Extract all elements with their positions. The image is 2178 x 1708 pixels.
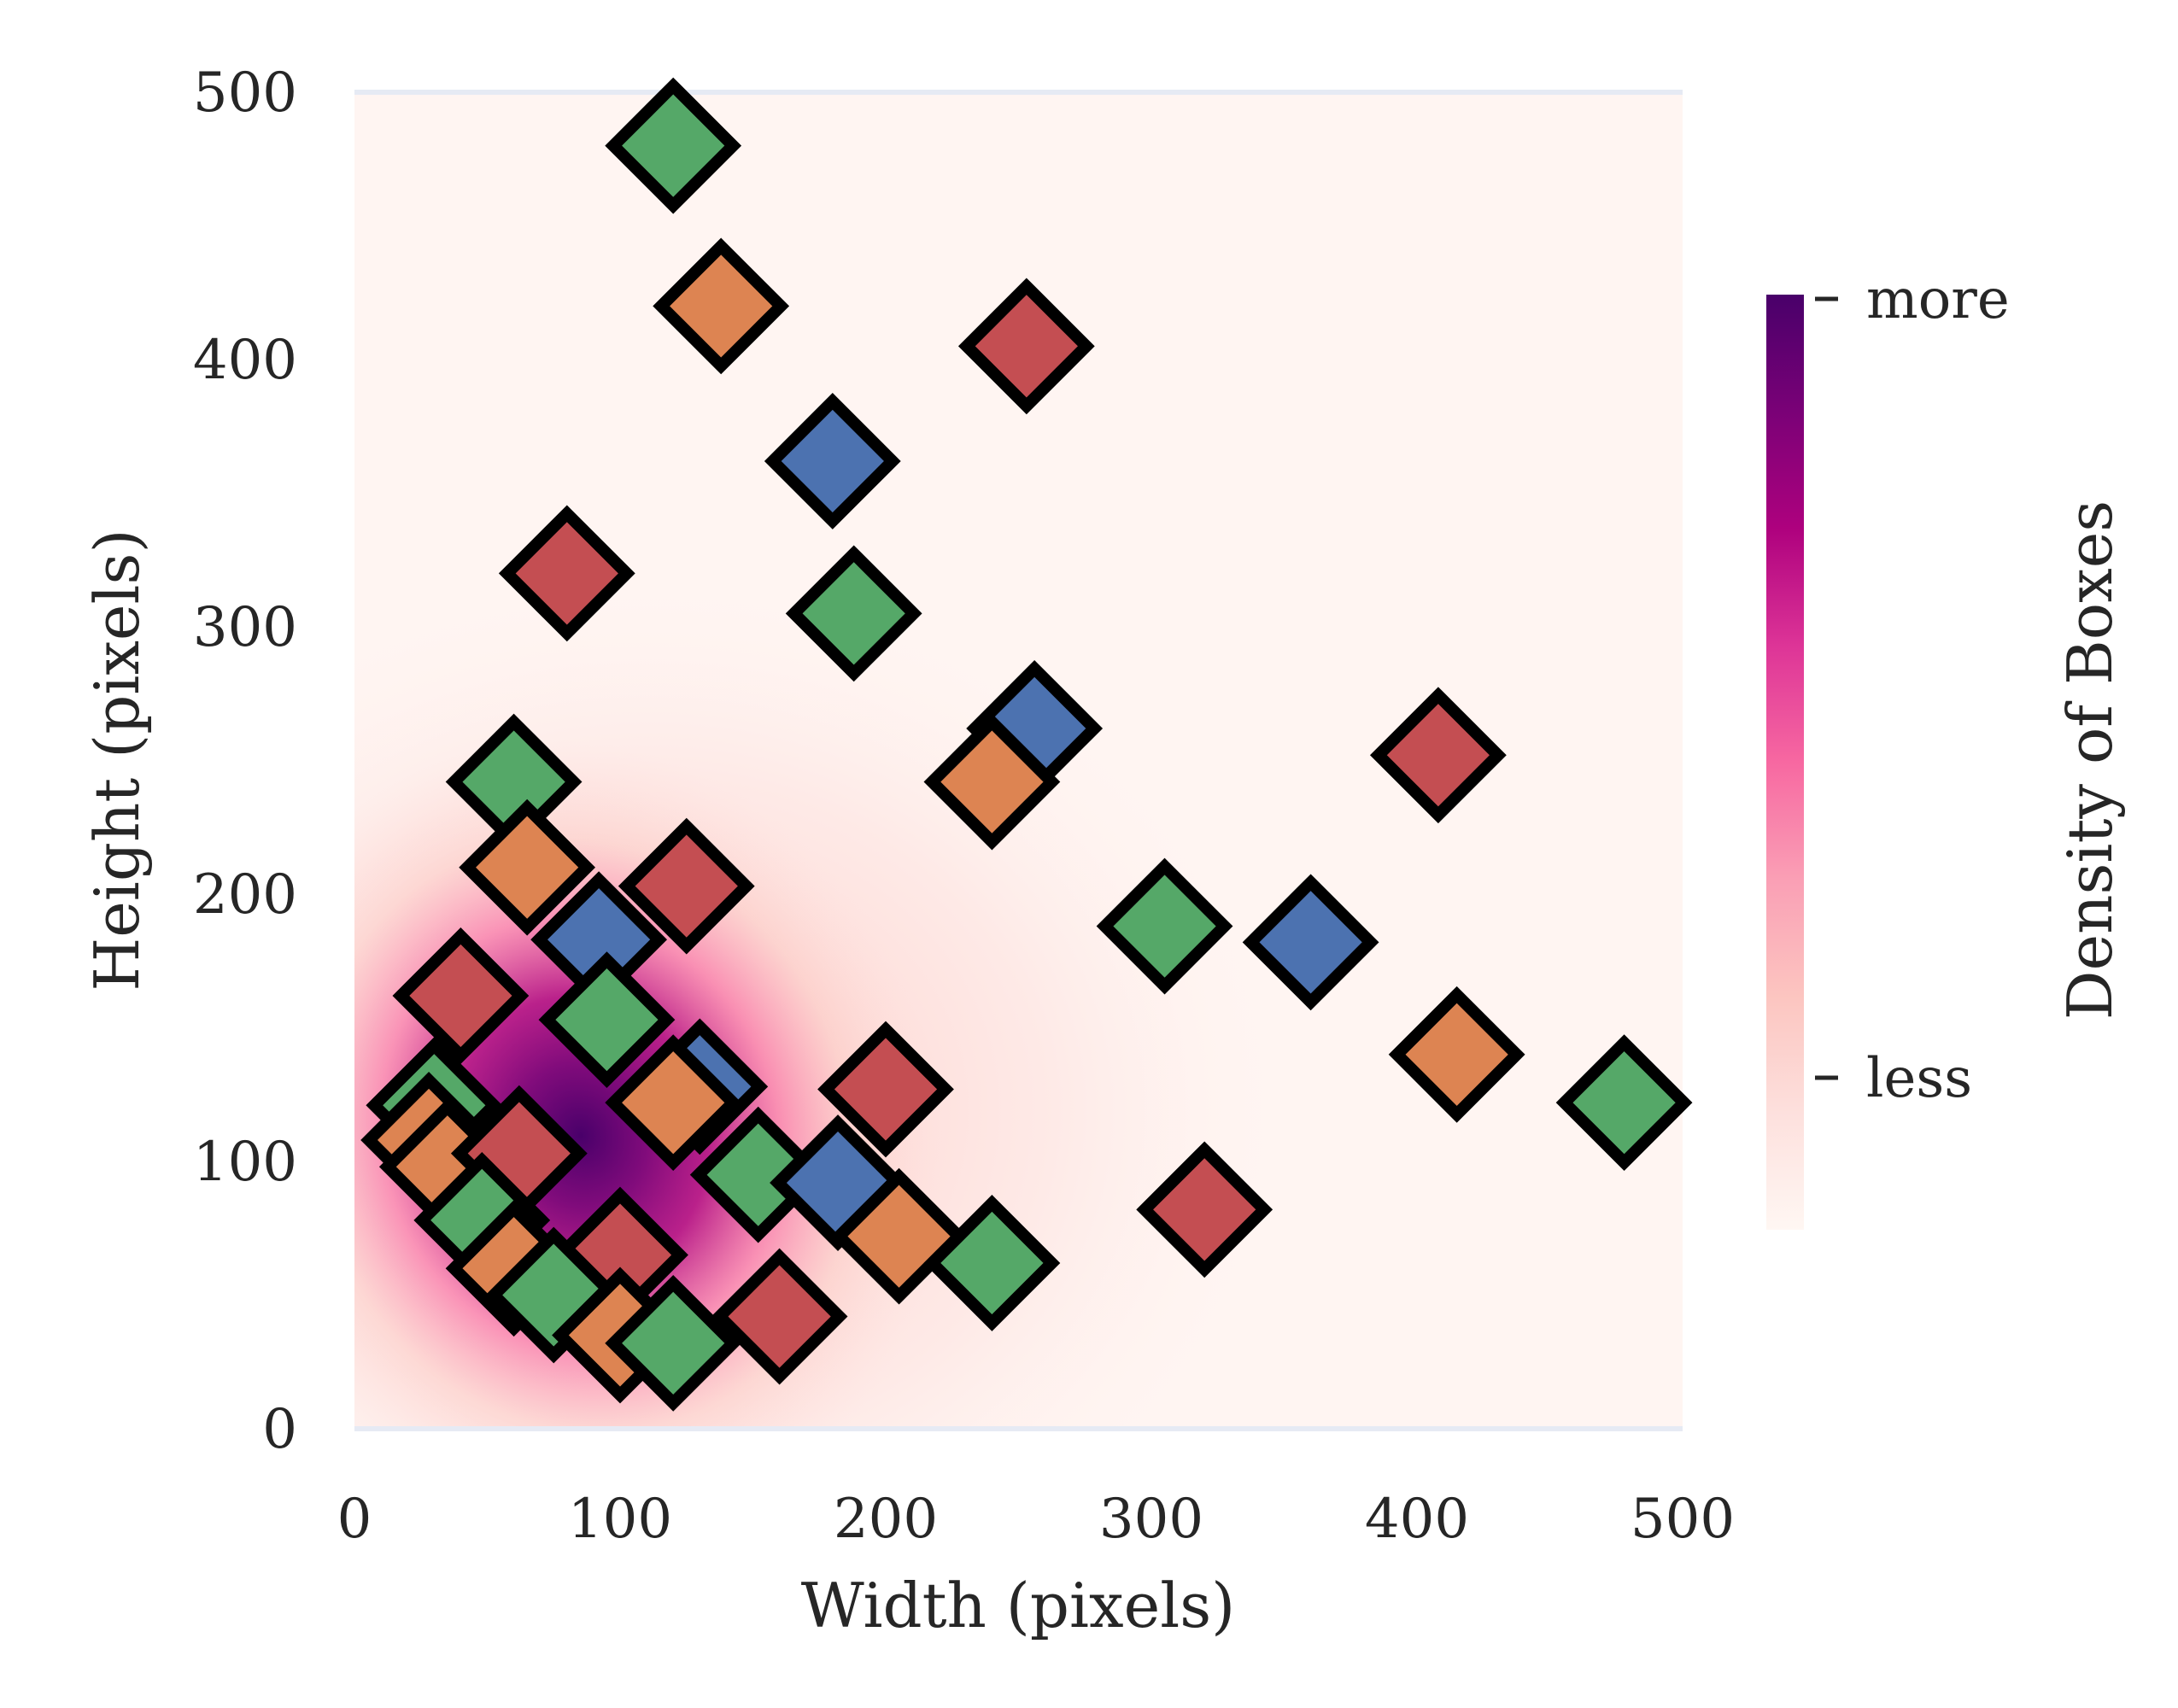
data-point-red: [957, 278, 1095, 415]
colorbar-label-less: less: [1866, 1047, 1972, 1110]
data-point-green: [605, 1274, 742, 1412]
y-tick-label: 300: [193, 596, 297, 659]
data-point-red: [618, 817, 755, 955]
x-axis-label: Width (pixels): [801, 1570, 1236, 1641]
data-point-green: [923, 1195, 1061, 1331]
y-axis-label: Height (pixels): [81, 529, 153, 991]
data-point-red: [1369, 687, 1507, 824]
x-tick-label: 200: [834, 1488, 938, 1551]
data-point-green: [605, 77, 742, 214]
x-tick-label: 500: [1631, 1488, 1735, 1551]
x-tick-label: 400: [1365, 1488, 1469, 1551]
data-point-green: [1096, 857, 1233, 995]
colorbar-title: Density of Boxes: [2054, 500, 2126, 1020]
y-tick-label: 0: [262, 1398, 297, 1461]
data-point-red: [392, 927, 530, 1064]
y-tick-label: 500: [193, 61, 297, 125]
data-point-green: [538, 951, 676, 1089]
data-point-orange: [459, 798, 596, 936]
data-point-blue: [1242, 874, 1379, 1011]
x-tick-label: 300: [1099, 1488, 1203, 1551]
data-point-green: [1555, 1034, 1693, 1172]
y-axis-ticks: 0 100 200 300 400 500: [193, 61, 297, 1461]
x-axis-ticks: 0 100 200 300 400 500: [337, 1488, 1735, 1551]
colorbar: more less Density of Boxes: [1766, 268, 2126, 1230]
data-point-orange: [923, 713, 1061, 851]
y-tick-label: 200: [193, 863, 297, 927]
data-point-red: [1136, 1141, 1273, 1278]
colorbar-gradient: [1766, 295, 1804, 1230]
data-point-green: [785, 545, 922, 682]
x-tick-label: 100: [568, 1488, 672, 1551]
data-point-red: [711, 1248, 848, 1385]
scatter-points: [360, 77, 1693, 1412]
colorbar-label-more: more: [1866, 268, 2010, 331]
x-tick-label: 0: [337, 1488, 372, 1551]
y-tick-label: 400: [193, 329, 297, 392]
data-point-orange: [653, 237, 790, 375]
data-point-blue: [764, 393, 901, 529]
data-point-orange: [1388, 986, 1525, 1123]
data-point-red: [498, 505, 635, 642]
data-point-red: [817, 1021, 954, 1158]
y-tick-label: 100: [193, 1131, 297, 1194]
data-point-orange: [605, 1034, 742, 1172]
